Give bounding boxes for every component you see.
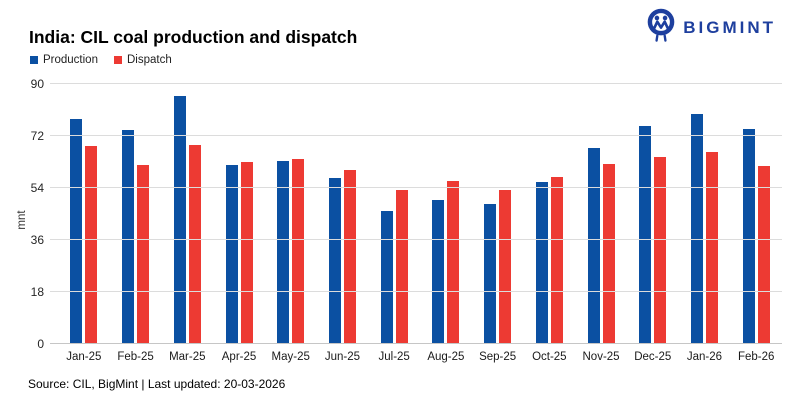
y-tick-label: 18 (30, 285, 44, 299)
production-bar (277, 160, 290, 344)
y-tick-label: 72 (30, 129, 44, 143)
production-bar (587, 148, 600, 344)
source-note: Source: CIL, BigMint | Last updated: 20-… (28, 377, 286, 391)
x-axis-label: Dec-25 (634, 351, 672, 363)
production-bar (639, 126, 652, 344)
gridline (50, 239, 782, 240)
x-axis-label: Jan-25 (66, 351, 102, 363)
production-bar (432, 199, 445, 344)
production-bar (70, 119, 83, 344)
x-axis-labels: Jan-25 Feb-25 Mar-25 Apr-25 May-25 Jun-25 Jul-… (58, 351, 782, 363)
dispatch-bar (240, 162, 253, 344)
production-bar (484, 204, 497, 344)
bar-group (679, 84, 731, 344)
plot-area (50, 83, 782, 344)
y-axis-ticks: 0 18 36 54 72 90 (0, 77, 44, 351)
dispatch-bar (550, 177, 563, 344)
production-bar (742, 128, 755, 344)
x-axis-label: Feb-26 (737, 351, 775, 363)
dispatch-bar (757, 166, 770, 344)
bar-group (627, 84, 679, 344)
dispatch-bar (343, 170, 356, 344)
x-axis-label: Apr-25 (221, 351, 257, 363)
legend-label: Production (43, 54, 98, 66)
chart-legend: Production Dispatch (30, 54, 172, 66)
dispatch-bar (137, 164, 150, 344)
brand-name: BIGMINT (683, 17, 776, 37)
bar-group (368, 84, 420, 344)
bar-group (213, 84, 265, 344)
dispatch-bar (654, 156, 667, 344)
production-bar (328, 178, 341, 344)
bar-group (58, 84, 110, 344)
bar-group (110, 84, 162, 344)
y-tick-label: 36 (30, 233, 44, 247)
bar-group (575, 84, 627, 344)
dispatch-bar (705, 152, 718, 344)
production-bar (690, 113, 703, 344)
x-axis-label: May-25 (271, 351, 310, 363)
dispatch-legend-swatch (113, 56, 122, 64)
production-bar (173, 95, 186, 344)
x-axis-label: Jun-25 (324, 351, 361, 363)
dispatch-bar (499, 190, 512, 344)
gridline (50, 291, 782, 292)
bar-group (730, 84, 782, 344)
legend-label: Dispatch (126, 54, 172, 66)
x-axis-label: Oct-25 (532, 351, 567, 363)
bar-group (317, 84, 369, 344)
x-axis-label: Jul-25 (378, 351, 410, 363)
gridline (50, 187, 782, 188)
gridline (50, 135, 782, 136)
legend-item-dispatch: Dispatch (113, 54, 172, 66)
dispatch-bar (447, 180, 460, 344)
production-bar (122, 129, 135, 344)
x-axis-label: Mar-25 (169, 351, 206, 363)
bigmint-people-icon (646, 8, 676, 47)
x-axis-label: Nov-25 (582, 351, 620, 363)
y-tick-label: 0 (37, 337, 44, 351)
bar-group (161, 84, 213, 344)
production-bar (380, 211, 393, 344)
page-title: India: CIL coal production and dispatch (29, 27, 358, 47)
x-axis-label: Feb-25 (117, 351, 154, 363)
bar-group (265, 84, 317, 344)
x-axis-label: Sep-25 (479, 351, 517, 363)
x-axis-label: Aug-25 (427, 351, 465, 363)
gridline (50, 83, 782, 84)
production-bar (535, 182, 548, 344)
legend-item-production: Production (30, 54, 98, 66)
gridline (50, 343, 782, 344)
production-bar (225, 164, 238, 344)
y-tick-label: 54 (30, 181, 44, 195)
dispatch-bar (395, 190, 408, 344)
bar-group (523, 84, 575, 344)
dispatch-bar (188, 144, 201, 344)
y-tick-label: 90 (30, 77, 44, 91)
dispatch-bar (292, 159, 305, 344)
bar-group (420, 84, 472, 344)
bar-group (472, 84, 524, 344)
dispatch-bar (602, 164, 615, 344)
x-axis-label: Jan-26 (686, 351, 723, 363)
dispatch-bar (85, 145, 98, 344)
bigmint-logo: BIGMINT (646, 8, 776, 47)
bars-row (58, 84, 782, 344)
production-legend-swatch (30, 56, 38, 64)
